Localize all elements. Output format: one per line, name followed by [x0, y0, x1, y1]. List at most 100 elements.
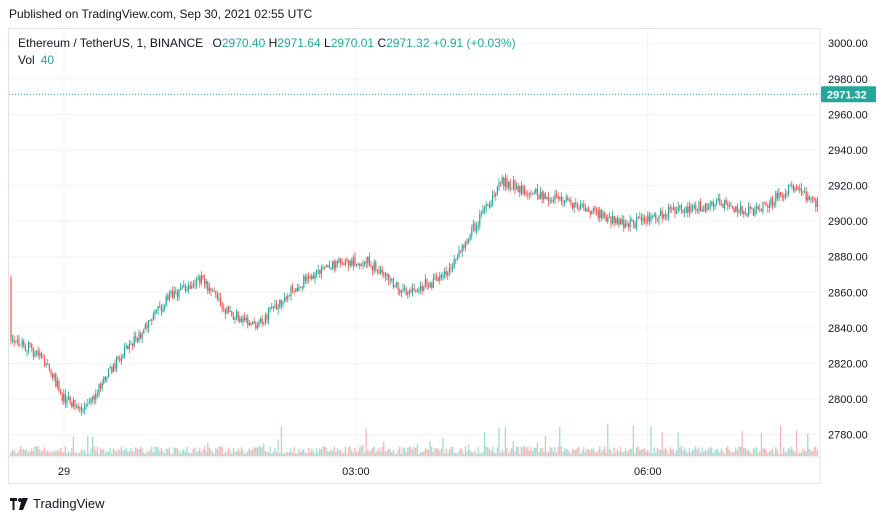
volume-bar	[499, 452, 502, 456]
volume-bar	[69, 452, 71, 456]
candle-body	[187, 285, 190, 290]
volume-bar	[469, 450, 471, 456]
candle-body	[31, 344, 33, 348]
candle-body	[211, 290, 214, 292]
candle-body	[575, 202, 577, 205]
volume-bar	[496, 447, 498, 456]
volume-bar	[226, 451, 228, 456]
candle-body	[117, 357, 119, 359]
volume-bar	[259, 446, 262, 456]
candle-body	[90, 399, 92, 403]
volume-bar	[579, 453, 582, 456]
volume-bar	[413, 446, 415, 456]
volume-bar	[807, 433, 809, 456]
candle-body	[632, 219, 634, 224]
candle-body	[471, 228, 473, 235]
candle-body	[693, 205, 695, 209]
volume-bar	[320, 449, 322, 456]
candle-body	[695, 205, 697, 211]
volume-bar	[149, 449, 151, 456]
volume-bar	[603, 446, 606, 456]
volume-bar	[375, 452, 377, 456]
close-label: C	[377, 36, 387, 50]
candle-body	[387, 274, 390, 281]
candle-body	[466, 241, 468, 243]
volume-bar	[349, 446, 351, 456]
candle-body	[251, 321, 254, 324]
volume-bar	[594, 451, 596, 456]
candle-body	[584, 207, 586, 212]
candle-body	[130, 343, 132, 345]
candle-body	[560, 196, 562, 202]
candle-body	[56, 380, 58, 387]
volume-bar	[632, 425, 634, 456]
volume-bar	[451, 446, 454, 456]
candle-body	[341, 262, 343, 265]
volume-bar	[677, 432, 679, 456]
volume-bar	[599, 446, 601, 456]
candle-body	[237, 311, 239, 322]
candle-body	[383, 272, 385, 275]
candle-body	[357, 264, 359, 265]
volume-bar	[581, 450, 583, 456]
last-price-label: 2971.32	[827, 89, 867, 101]
candle-body	[138, 333, 140, 342]
volume-bar	[477, 447, 479, 456]
volume-bar	[235, 451, 238, 456]
candle-body	[541, 191, 543, 200]
volume-bar	[407, 447, 409, 456]
candle-body	[200, 275, 202, 284]
volume-bar	[554, 447, 556, 456]
volume-bar	[191, 453, 193, 456]
candle-body	[203, 278, 206, 285]
volume-bar	[663, 450, 665, 456]
volume-bar	[242, 449, 244, 456]
volume-bar	[223, 453, 225, 456]
candle-body	[143, 329, 145, 334]
volume-bar	[255, 447, 257, 456]
footer-brand[interactable]: TradingView	[10, 496, 105, 511]
volume-bar	[16, 453, 18, 456]
candle-body	[253, 321, 255, 323]
volume-bar	[621, 451, 623, 456]
volume-bar	[443, 453, 446, 456]
candle-body	[763, 202, 766, 204]
volume-bar	[703, 451, 705, 456]
volume-bar	[101, 450, 103, 456]
candle-body	[451, 267, 454, 269]
candle-body	[626, 223, 628, 225]
candle-body	[411, 288, 414, 293]
candle-body	[583, 203, 585, 208]
candle-body	[151, 319, 153, 321]
candle-body	[395, 282, 398, 286]
candle-body	[699, 201, 702, 212]
candle-body	[181, 286, 183, 288]
volume-bar	[720, 448, 722, 456]
candle-body	[39, 353, 41, 356]
volume-bar	[379, 451, 382, 456]
high-value: 2971.64	[277, 36, 321, 50]
candle-body	[397, 282, 399, 291]
volume-bar	[589, 450, 591, 456]
volume-bar	[386, 450, 388, 456]
volume-bar	[192, 448, 194, 456]
candle-body	[77, 405, 79, 409]
volume-bar	[515, 446, 518, 456]
candle-body	[437, 276, 439, 281]
volume-bar	[135, 447, 137, 456]
volume-bar	[623, 452, 625, 456]
volume-bar	[343, 452, 345, 456]
candle-body	[687, 206, 689, 213]
volume-bar	[93, 446, 95, 456]
candle-body	[559, 196, 561, 199]
price-tick-label: 2880.00	[828, 252, 868, 264]
candle-body	[528, 193, 530, 195]
candle-body	[664, 214, 666, 216]
volume-value: 40	[40, 53, 55, 67]
candle-body	[418, 289, 420, 292]
volume-bar	[85, 453, 87, 456]
candle-body	[770, 198, 772, 206]
volume-bar	[315, 448, 318, 456]
volume-bar	[507, 453, 510, 456]
